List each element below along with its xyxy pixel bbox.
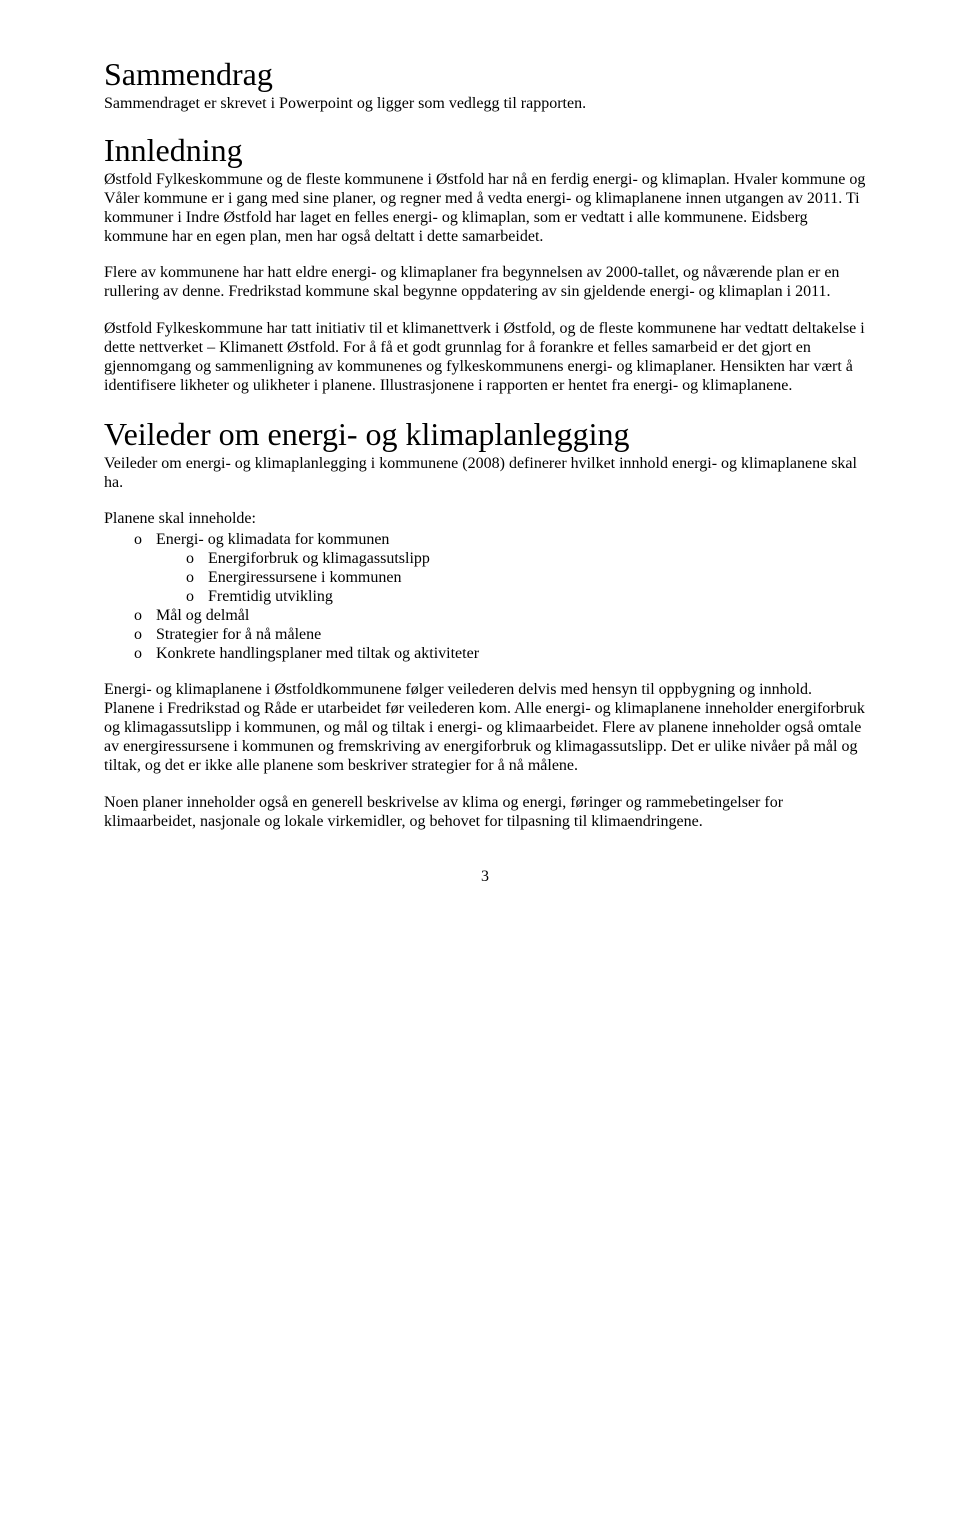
content-list: Energi- og klimadata for kommunen Energi… — [104, 531, 866, 663]
paragraph: Flere av kommunene har hatt eldre energi… — [104, 264, 866, 302]
paragraph: Østfold Fylkeskommune og de fleste kommu… — [104, 171, 866, 247]
page-number: 3 — [104, 868, 866, 886]
list-intro: Planene skal inneholde: — [104, 510, 866, 529]
paragraph: Østfold Fylkeskommune har tatt initiativ… — [104, 320, 866, 396]
list-item: Konkrete handlingsplaner med tiltak og a… — [104, 645, 866, 664]
document-page: Sammendrag Sammendraget er skrevet i Pow… — [0, 0, 960, 1515]
list-item: Energi- og klimadata for kommunen Energi… — [104, 531, 866, 607]
content-sublist: Energiforbruk og klimagassutslipp Energi… — [156, 550, 866, 607]
paragraph: Veileder om energi- og klimaplanlegging … — [104, 455, 866, 493]
heading-sammendrag: Sammendrag — [104, 56, 866, 93]
heading-veileder: Veileder om energi- og klimaplanlegging — [104, 416, 866, 453]
list-item: Energiressursene i kommunen — [156, 569, 866, 588]
list-item: Strategier for å nå målene — [104, 626, 866, 645]
list-item: Fremtidig utvikling — [156, 588, 866, 607]
paragraph: Noen planer inneholder også en generell … — [104, 794, 866, 832]
list-item: Energiforbruk og klimagassutslipp — [156, 550, 866, 569]
paragraph: Sammendraget er skrevet i Powerpoint og … — [104, 95, 866, 114]
heading-innledning: Innledning — [104, 132, 866, 169]
list-item: Mål og delmål — [104, 607, 866, 626]
paragraph: Energi- og klimaplanene i Østfoldkommune… — [104, 681, 866, 775]
list-item-label: Energi- og klimadata for kommunen — [156, 531, 389, 548]
